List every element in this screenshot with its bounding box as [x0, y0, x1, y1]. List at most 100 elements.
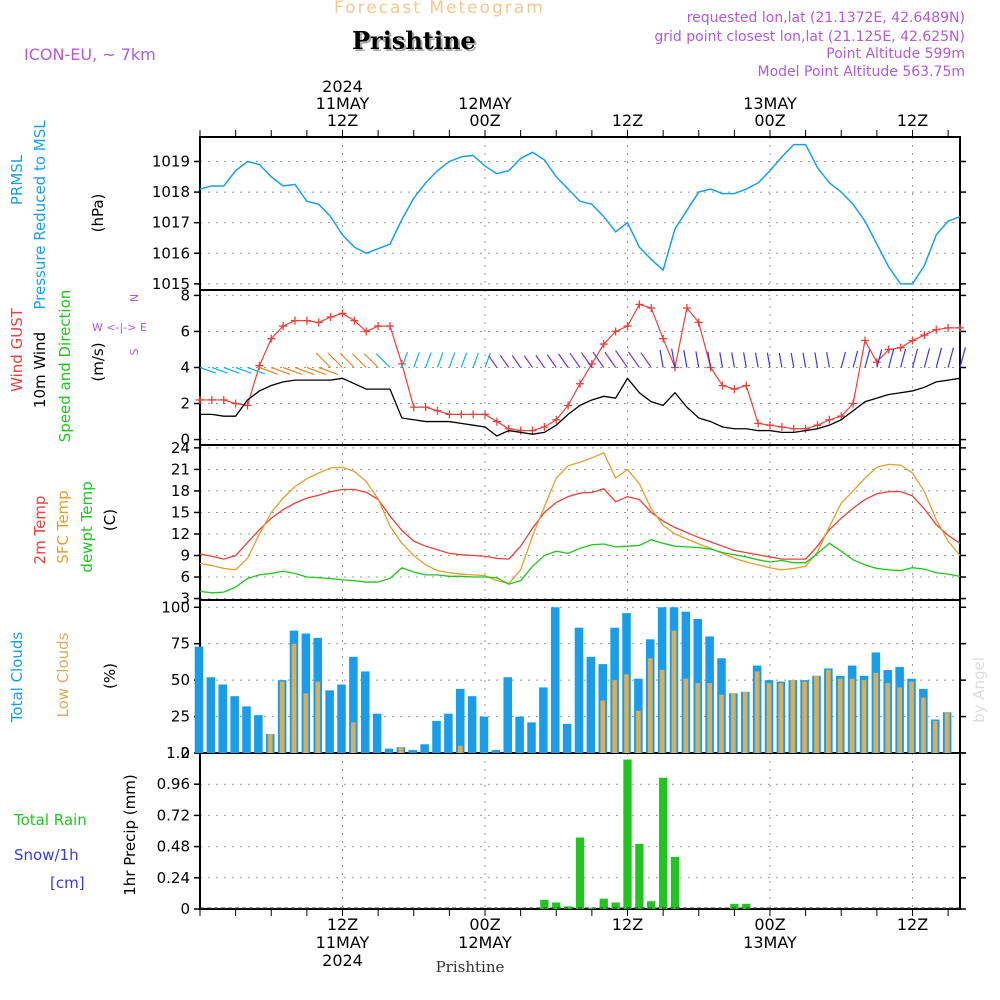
total-cloud-bar	[384, 748, 394, 753]
gust-marker	[243, 401, 252, 410]
rain-bar	[611, 902, 620, 909]
total-cloud-bar	[550, 607, 560, 753]
wind-direction-arrow	[271, 366, 291, 375]
wind-direction-arrow	[627, 351, 640, 368]
compass-we: W <-|-> E	[92, 321, 147, 334]
total-cloud-bar	[515, 716, 524, 753]
low-cloud-bar	[600, 700, 606, 753]
gust-marker	[730, 385, 739, 394]
panel-frame	[199, 136, 961, 291]
temp-line-sfc	[199, 452, 961, 585]
total-cloud-bar	[194, 646, 204, 753]
wind-direction-arrow	[282, 366, 303, 376]
y-tick-label: 0.48	[157, 838, 190, 856]
low-cloud-bar	[695, 683, 701, 753]
low-cloud-bar	[814, 675, 819, 753]
y-tick-label: 4	[180, 359, 190, 377]
gust-marker	[326, 313, 335, 322]
bottom-axis-label: 00Z	[754, 915, 785, 934]
wind-direction-arrow	[523, 355, 533, 368]
wind-direction-arrow	[852, 350, 859, 368]
low-cloud-bar	[279, 681, 285, 753]
y-tick-label: 1018	[152, 183, 190, 201]
chart-title: Prishtine	[352, 26, 476, 55]
wind-direction-arrow	[864, 349, 871, 368]
low-cloud-bar	[624, 674, 629, 753]
low-cloud-bar	[707, 683, 712, 753]
gust-marker	[374, 322, 383, 331]
total-cloud-bar	[349, 656, 358, 753]
total-cloud-bar	[206, 677, 216, 753]
gust-marker	[647, 304, 656, 313]
wind-direction-arrow	[743, 352, 747, 368]
bottom-axis-label: 11MAY	[316, 933, 370, 952]
bottom-axis-label: 00Z	[469, 915, 500, 934]
wind-direction-arrow	[247, 366, 265, 375]
gust-marker	[813, 421, 822, 430]
low-cloud-bar	[731, 693, 736, 753]
total-cloud-bar	[360, 671, 370, 753]
wind-direction-arrow	[719, 352, 724, 368]
low-cloud-bar	[647, 658, 653, 753]
precip-axis-label: 1hr Precip (mm)	[121, 774, 139, 895]
y-tick-label: 8	[180, 286, 190, 304]
wind-direction-arrow	[731, 352, 735, 368]
y-tick-label: 6	[180, 322, 190, 340]
y-tick-label: 1015	[152, 275, 190, 293]
y-tick-label: 50	[171, 671, 190, 689]
wind-direction-arrow	[223, 366, 240, 374]
wind-direction-arrow	[876, 349, 883, 368]
wind-unit: (m/s)	[89, 342, 107, 381]
rain-bar	[563, 906, 573, 909]
gust-marker	[837, 412, 846, 421]
total-cloud-bar	[467, 696, 477, 753]
low-cloud-bar	[398, 747, 404, 753]
grid-coords: grid point closest lon,lat (21.125E, 42.…	[654, 29, 965, 45]
total-cloud-bar	[372, 713, 382, 753]
y-tick-label: 1019	[152, 152, 190, 170]
wind-direction-arrow	[363, 353, 379, 368]
wind-direction-arrow	[947, 347, 955, 368]
wind-direction-arrow	[306, 366, 327, 376]
gust-marker	[564, 401, 573, 410]
gust-marker	[884, 345, 893, 354]
low-cloud-label: Low Clouds	[54, 632, 72, 717]
low-cloud-bar	[873, 672, 879, 753]
wind-direction-arrow	[888, 348, 895, 368]
bottom-axis-label: 12Z	[612, 915, 643, 934]
low-cloud-bar	[837, 678, 843, 753]
wind-direction-arrow	[707, 351, 712, 368]
wind-direction-arrow	[911, 348, 919, 368]
gust-marker	[457, 410, 466, 419]
y-tick-label: 9	[180, 547, 190, 565]
low-cloud-bar	[291, 643, 297, 753]
total-cloud-label: Total Clouds	[8, 632, 26, 724]
rain-bar	[658, 777, 668, 909]
sfc-temp-label: SFC Temp	[54, 490, 72, 563]
y-tick-label: 0	[180, 900, 190, 918]
wind-direction-arrow	[413, 352, 420, 368]
gust-marker	[207, 395, 216, 404]
low-cloud-bar	[636, 710, 641, 753]
y-tick-label: 0.96	[157, 775, 190, 793]
total-cloud-bar	[230, 696, 239, 753]
rain-bar	[623, 759, 632, 909]
low-cloud-bar	[849, 678, 855, 753]
wind-line	[200, 377, 961, 437]
low-cloud-bar	[351, 722, 356, 753]
low-cloud-bar	[778, 683, 784, 753]
wind-direction-arrow	[472, 352, 480, 368]
wind-direction-arrow	[511, 355, 522, 368]
gust-marker	[552, 415, 561, 424]
gust-marker	[362, 327, 371, 336]
low-cloud-bar	[909, 681, 914, 753]
gust-marker	[267, 334, 276, 343]
low-cloud-bar	[719, 694, 724, 753]
wind-direction-arrow	[535, 355, 545, 368]
wind-direction-arrow	[659, 349, 664, 368]
wind-direction-arrow	[327, 352, 343, 368]
low-cloud-bar	[802, 681, 807, 753]
total-cloud-bar	[420, 744, 429, 753]
pressure-label-2: Pressure Reduced to MSL	[31, 120, 49, 310]
rain-bar	[670, 857, 680, 909]
